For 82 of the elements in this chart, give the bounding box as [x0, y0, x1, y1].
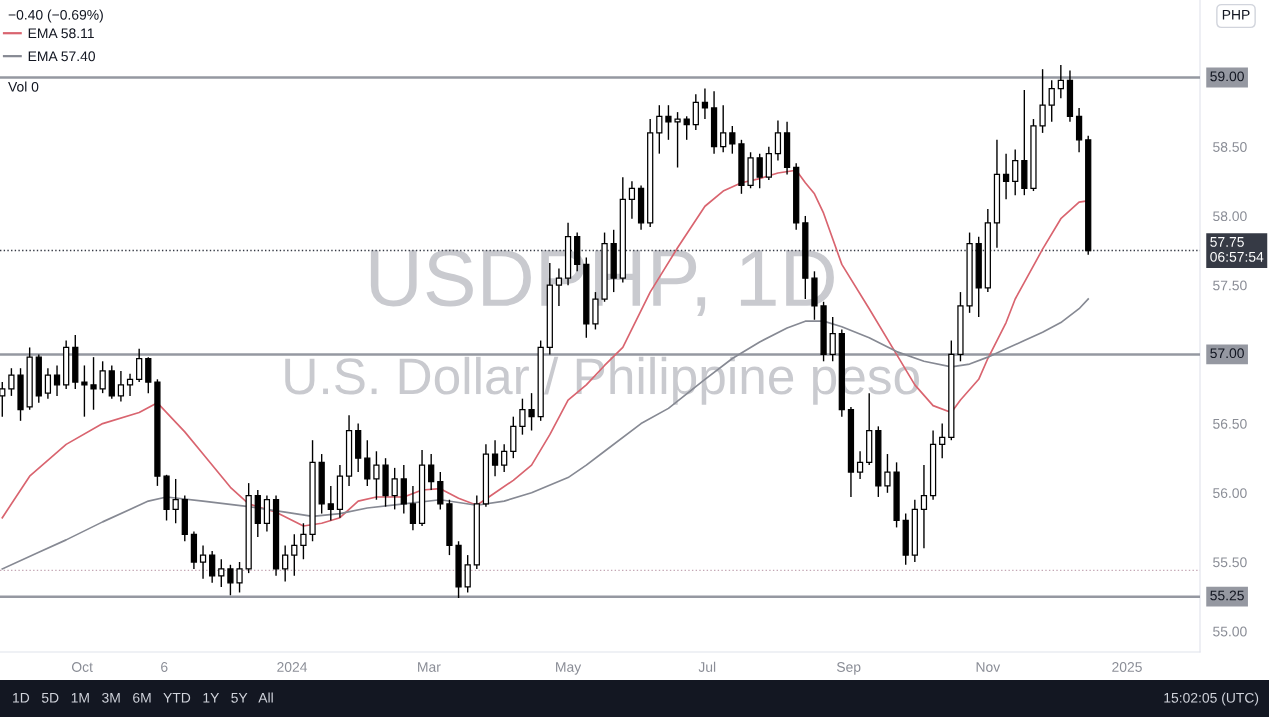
candlestick [528, 392, 535, 432]
candlestick [53, 364, 61, 397]
candlestick [291, 533, 298, 577]
candlestick [8, 367, 15, 397]
text: 1D 5D 1M 3M 6M YTD 1Y 5Y All [13, 692, 273, 703]
text: PHP [1222, 10, 1250, 20]
candlestick [437, 471, 444, 511]
candlestick [0, 381, 6, 418]
x-tick-label: May [556, 662, 582, 675]
candlestick [491, 439, 499, 477]
x-tick-label: 6 [161, 662, 168, 672]
y-tick-label: 57.50 [1213, 280, 1247, 291]
candlestick [628, 180, 636, 220]
x-tick-label: Nov [976, 662, 1001, 672]
ref-line-label: 57.00 [1210, 348, 1244, 359]
candlestick [136, 348, 143, 383]
legend-label: EMA 57.40 [28, 51, 96, 62]
x-tick-label: 2025 [1112, 662, 1142, 672]
ref-line-label: 55.25 [1210, 590, 1244, 601]
x-tick-label: Oct [71, 662, 93, 672]
y-tick-label: 56.50 [1213, 418, 1247, 429]
candlestick [774, 119, 782, 162]
candlestick [939, 422, 946, 459]
candlestick [765, 146, 772, 181]
legend-label: EMA 58.11 [28, 28, 94, 39]
candlestick [409, 485, 417, 531]
candlestick [665, 104, 672, 141]
y-tick-label: 55.50 [1213, 557, 1247, 568]
x-tick-label: 2024 [277, 662, 308, 672]
candlestick [674, 111, 681, 169]
candlestick [1039, 68, 1046, 134]
ref-line-label: 59.00 [1210, 71, 1244, 82]
y-tick-label: 56.00 [1213, 488, 1247, 498]
candlestick [218, 558, 225, 588]
candlestick [99, 360, 106, 394]
x-tick-label: Sep [836, 662, 861, 675]
candlestick [327, 485, 334, 522]
text: 15:02:05 (UTC) [1164, 692, 1259, 706]
candlestick [720, 104, 727, 153]
candlestick [701, 87, 709, 120]
candlestick [1048, 79, 1055, 123]
ref-line-label: 57.75 06:57:54 [1210, 237, 1264, 262]
candlestick [90, 356, 97, 411]
candlestick [519, 397, 526, 436]
annotation: −0.40 (−0.69%) [8, 9, 103, 23]
candlestick [391, 467, 398, 511]
candlestick [1075, 107, 1083, 153]
candlestick [44, 367, 52, 400]
candlestick [464, 554, 471, 594]
candlestick [1012, 148, 1019, 196]
candlestick [364, 439, 371, 487]
candlestick [683, 115, 690, 141]
candlestick [236, 561, 243, 594]
x-tick-label: Mar [418, 662, 441, 672]
candlestick [692, 93, 699, 131]
y-tick-label: 58.50 [1213, 142, 1247, 152]
candlestick [145, 356, 152, 394]
candlestick [656, 104, 663, 155]
candlestick [227, 564, 234, 596]
candlestick [428, 453, 435, 491]
candlestick [1002, 152, 1010, 201]
candlestick [199, 544, 207, 580]
annotation: Vol 0 [8, 81, 39, 92]
candlestick [117, 370, 125, 403]
candlestick [729, 125, 736, 155]
candlestick [884, 453, 891, 494]
candlestick [756, 152, 763, 189]
candlestick [300, 522, 307, 560]
candlestick [856, 450, 864, 480]
candlestick [172, 478, 179, 524]
candlestick [81, 364, 88, 418]
candlestick [920, 464, 928, 549]
candlestick [282, 544, 289, 583]
candlestick [373, 450, 380, 501]
y-tick-label: 55.00 [1213, 626, 1247, 637]
x-tick-label: Jul [698, 661, 716, 672]
candlestick [263, 494, 271, 533]
y-tick-label: 58.00 [1213, 211, 1247, 222]
candlestick [501, 443, 508, 473]
candlestick [829, 316, 836, 362]
candlestick [209, 550, 216, 584]
candlestick [1057, 64, 1064, 99]
